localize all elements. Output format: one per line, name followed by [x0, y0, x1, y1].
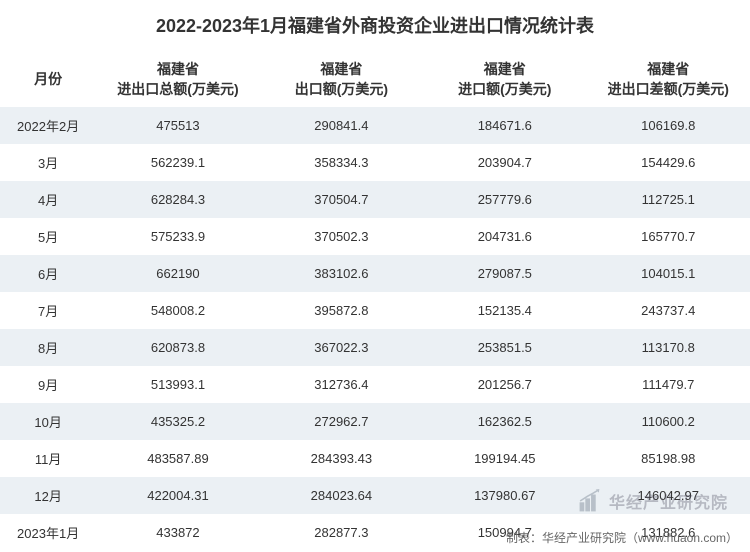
- cell-month: 4月: [0, 181, 96, 218]
- table-row: 9月513993.1312736.4201256.7111479.7: [0, 366, 750, 403]
- cell-diff: 112725.1: [587, 181, 750, 218]
- cell-total: 433872: [96, 514, 259, 551]
- cell-month: 2023年1月: [0, 514, 96, 551]
- cell-import: 199194.45: [423, 440, 586, 477]
- cell-diff: 165770.7: [587, 218, 750, 255]
- col-header-metric: 出口额(万美元): [264, 80, 419, 100]
- cell-export: 367022.3: [260, 329, 423, 366]
- cell-month: 8月: [0, 329, 96, 366]
- cell-diff: 110600.2: [587, 403, 750, 440]
- table-row: 3月562239.1358334.3203904.7154429.6: [0, 144, 750, 181]
- table-title: 2022-2023年1月福建省外商投资企业进出口情况统计表: [0, 0, 750, 52]
- cell-import: 279087.5: [423, 255, 586, 292]
- cell-diff: 113170.8: [587, 329, 750, 366]
- cell-diff: 154429.6: [587, 144, 750, 181]
- table-row: 10月435325.2272962.7162362.5110600.2: [0, 403, 750, 440]
- cell-export: 272962.7: [260, 403, 423, 440]
- col-header-diff: 福建省 进出口差额(万美元): [587, 52, 750, 107]
- cell-total: 575233.9: [96, 218, 259, 255]
- cell-month: 9月: [0, 366, 96, 403]
- table-row: 7月548008.2395872.8152135.4243737.4: [0, 292, 750, 329]
- cell-export: 395872.8: [260, 292, 423, 329]
- cell-total: 422004.31: [96, 477, 259, 514]
- footer-credit: 制表：华经产业研究院（www.huaon.com）: [506, 529, 738, 546]
- cell-month: 3月: [0, 144, 96, 181]
- table-body: 2022年2月475513290841.4184671.6106169.83月5…: [0, 107, 750, 551]
- table-row: 5月575233.9370502.3204731.6165770.7: [0, 218, 750, 255]
- cell-import: 184671.6: [423, 107, 586, 144]
- cell-diff: 85198.98: [587, 440, 750, 477]
- cell-import: 204731.6: [423, 218, 586, 255]
- cell-diff: 146042.97: [587, 477, 750, 514]
- col-header-import: 福建省 进口额(万美元): [423, 52, 586, 107]
- col-header-month: 月份: [0, 52, 96, 107]
- cell-export: 284023.64: [260, 477, 423, 514]
- cell-import: 253851.5: [423, 329, 586, 366]
- table-row: 2022年2月475513290841.4184671.6106169.8: [0, 107, 750, 144]
- cell-total: 628284.3: [96, 181, 259, 218]
- cell-diff: 106169.8: [587, 107, 750, 144]
- cell-month: 12月: [0, 477, 96, 514]
- col-header-region: 福建省: [100, 60, 255, 80]
- table-row: 12月422004.31284023.64137980.67146042.97: [0, 477, 750, 514]
- cell-import: 203904.7: [423, 144, 586, 181]
- cell-total: 483587.89: [96, 440, 259, 477]
- table-row: 11月483587.89284393.43199194.4585198.98: [0, 440, 750, 477]
- col-header-text: 月份: [4, 70, 92, 90]
- table-row: 8月620873.8367022.3253851.5113170.8: [0, 329, 750, 366]
- cell-month: 7月: [0, 292, 96, 329]
- cell-month: 6月: [0, 255, 96, 292]
- col-header-region: 福建省: [427, 60, 582, 80]
- cell-export: 370504.7: [260, 181, 423, 218]
- cell-export: 383102.6: [260, 255, 423, 292]
- cell-total: 662190: [96, 255, 259, 292]
- table-row: 6月662190383102.6279087.5104015.1: [0, 255, 750, 292]
- cell-total: 548008.2: [96, 292, 259, 329]
- cell-total: 562239.1: [96, 144, 259, 181]
- cell-month: 5月: [0, 218, 96, 255]
- col-header-metric: 进出口总额(万美元): [100, 80, 255, 100]
- cell-month: 11月: [0, 440, 96, 477]
- cell-diff: 243737.4: [587, 292, 750, 329]
- cell-import: 137980.67: [423, 477, 586, 514]
- cell-import: 162362.5: [423, 403, 586, 440]
- cell-total: 475513: [96, 107, 259, 144]
- cell-month: 10月: [0, 403, 96, 440]
- cell-export: 290841.4: [260, 107, 423, 144]
- cell-total: 435325.2: [96, 403, 259, 440]
- cell-import: 152135.4: [423, 292, 586, 329]
- col-header-region: 福建省: [264, 60, 419, 80]
- cell-total: 620873.8: [96, 329, 259, 366]
- table-header-row: 月份 福建省 进出口总额(万美元) 福建省 出口额(万美元) 福建省 进口额(万…: [0, 52, 750, 107]
- cell-diff: 104015.1: [587, 255, 750, 292]
- cell-import: 201256.7: [423, 366, 586, 403]
- cell-total: 513993.1: [96, 366, 259, 403]
- cell-diff: 111479.7: [587, 366, 750, 403]
- col-header-total: 福建省 进出口总额(万美元): [96, 52, 259, 107]
- statistics-table: 月份 福建省 进出口总额(万美元) 福建省 出口额(万美元) 福建省 进口额(万…: [0, 52, 750, 551]
- table-row: 4月628284.3370504.7257779.6112725.1: [0, 181, 750, 218]
- cell-month: 2022年2月: [0, 107, 96, 144]
- col-header-metric: 进出口差额(万美元): [591, 80, 746, 100]
- cell-export: 312736.4: [260, 366, 423, 403]
- col-header-region: 福建省: [591, 60, 746, 80]
- cell-import: 257779.6: [423, 181, 586, 218]
- cell-export: 370502.3: [260, 218, 423, 255]
- cell-export: 284393.43: [260, 440, 423, 477]
- col-header-export: 福建省 出口额(万美元): [260, 52, 423, 107]
- cell-export: 358334.3: [260, 144, 423, 181]
- col-header-metric: 进口额(万美元): [427, 80, 582, 100]
- cell-export: 282877.3: [260, 514, 423, 551]
